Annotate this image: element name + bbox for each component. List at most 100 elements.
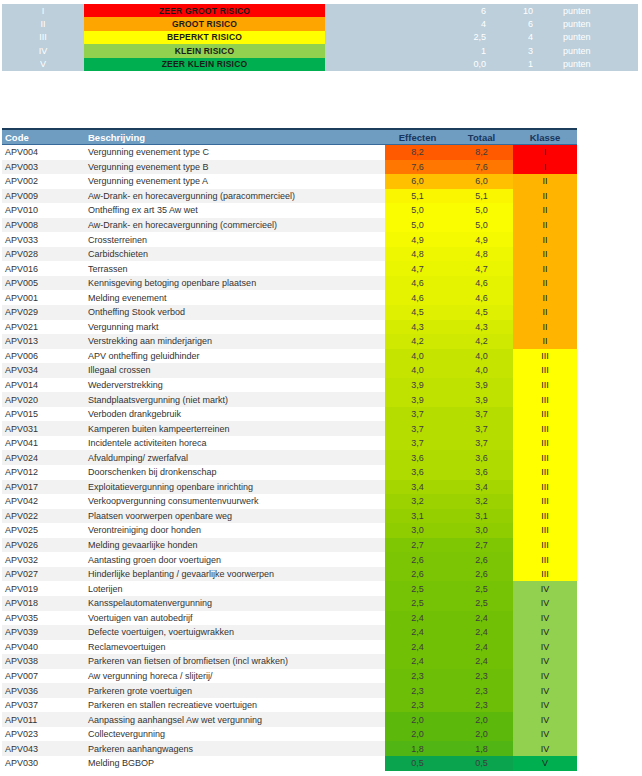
table-row: APV001 Melding evenement 4,6 4,6 II	[2, 290, 577, 305]
cell-totaal: 4,0	[450, 349, 513, 364]
cell-beschrijving: Parkeren aanhangwagens	[88, 741, 385, 756]
cell-effecten: 4,2	[385, 334, 450, 349]
legend-risk-band: BEPERKT RISICO	[84, 31, 325, 44]
legend-row: III BEPERKT RISICO 2,5 4 punten	[2, 31, 638, 44]
cell-klasse: IV	[513, 727, 577, 742]
cell-beschrijving: Parkeren grote voertuigen	[88, 683, 385, 698]
cell-beschrijving: Kamperen buiten kampeerterreinen	[88, 421, 385, 436]
cell-code: APV002	[2, 174, 88, 189]
cell-beschrijving: Verontreiniging door honden	[88, 523, 385, 538]
cell-effecten: 2,7	[385, 538, 450, 553]
cell-klasse: IV	[513, 712, 577, 727]
cell-klasse: III	[513, 523, 577, 538]
cell-totaal: 2,4	[450, 611, 513, 626]
table-row: APV009 Aw-Drank- en horecavergunning (pa…	[2, 189, 577, 204]
cell-beschrijving: Aw-Drank- en horecavergunning (paracomme…	[88, 189, 385, 204]
legend-risk-band: GROOT RISICO	[84, 17, 325, 30]
cell-code: APV020	[2, 392, 88, 407]
cell-klasse: II	[513, 276, 577, 291]
cell-effecten: 2,6	[385, 552, 450, 567]
cell-code: APV030	[2, 756, 88, 771]
legend-points-unit: punten	[533, 44, 591, 57]
cell-klasse: IV	[513, 683, 577, 698]
cell-effecten: 4,6	[385, 276, 450, 291]
cell-klasse: III	[513, 421, 577, 436]
cell-beschrijving: Melding BGBOP	[88, 756, 385, 771]
cell-effecten: 2,4	[385, 654, 450, 669]
cell-totaal: 2,3	[450, 698, 513, 713]
cell-klasse: II	[513, 232, 577, 247]
header-effecten: Effecten	[385, 132, 450, 143]
table-row: APV012 Doorschenken bij dronkenschap 3,6…	[2, 465, 577, 480]
table-row: APV033 Crossterreinen 4,9 4,9 II	[2, 232, 577, 247]
cell-effecten: 4,8	[385, 247, 450, 262]
header-klasse: Klasse	[513, 132, 577, 143]
cell-effecten: 2,5	[385, 596, 450, 611]
cell-code: APV004	[2, 145, 88, 160]
legend-points-to: 10	[486, 4, 533, 17]
cell-effecten: 4,9	[385, 232, 450, 247]
legend-row: IV KLEIN RISICO 1 3 punten	[2, 44, 638, 57]
cell-totaal: 2,5	[450, 596, 513, 611]
cell-code: APV028	[2, 247, 88, 262]
cell-beschrijving: Vergunning evenement type A	[88, 174, 385, 189]
cell-code: APV032	[2, 552, 88, 567]
cell-code: APV019	[2, 581, 88, 596]
cell-totaal: 6,0	[450, 174, 513, 189]
cell-code: APV013	[2, 334, 88, 349]
cell-effecten: 4,7	[385, 261, 450, 276]
cell-klasse: III	[513, 378, 577, 393]
cell-code: APV018	[2, 596, 88, 611]
cell-klasse: IV	[513, 640, 577, 655]
cell-klasse: II	[513, 290, 577, 305]
cell-klasse: III	[513, 567, 577, 582]
cell-code: APV027	[2, 567, 88, 582]
cell-klasse: II	[513, 334, 577, 349]
cell-beschrijving: APV ontheffing geluidhinder	[88, 349, 385, 364]
cell-effecten: 5,0	[385, 218, 450, 233]
cell-effecten: 8,2	[385, 145, 450, 160]
cell-effecten: 2,5	[385, 581, 450, 596]
cell-effecten: 3,4	[385, 480, 450, 495]
legend-class-numeral: V	[2, 58, 84, 71]
table-row: APV034 Illegaal crossen 4,0 4,0 III	[2, 363, 577, 378]
cell-code: APV023	[2, 727, 88, 742]
cell-klasse: IV	[513, 741, 577, 756]
table-row: APV029 Ontheffing Stook verbod 4,5 4,5 I…	[2, 305, 577, 320]
table-row: APV003 Vergunning evenement type B 7,6 7…	[2, 160, 577, 175]
table-row: APV011 Aanpassing aanhangsel Aw wet verg…	[2, 712, 577, 727]
header-beschrijving: Beschrijving	[88, 132, 385, 143]
cell-effecten: 3,6	[385, 450, 450, 465]
table-row: APV042 Verkoopvergunning consumentenvuur…	[2, 494, 577, 509]
cell-beschrijving: Wederverstrekking	[88, 378, 385, 393]
cell-beschrijving: Parkeren van fietsen of bromfietsen (inc…	[88, 654, 385, 669]
cell-code: APV040	[2, 640, 88, 655]
cell-totaal: 3,9	[450, 378, 513, 393]
cell-totaal: 1,8	[450, 741, 513, 756]
risk-matrix-page: I ZEER GROOT RISICO 6 10 punten II GROOT…	[0, 0, 642, 776]
cell-klasse: III	[513, 480, 577, 495]
table-row: APV039 Defecte voertuigen, voertuigwrakk…	[2, 625, 577, 640]
cell-effecten: 3,9	[385, 392, 450, 407]
cell-beschrijving: Collectevergunning	[88, 727, 385, 742]
cell-totaal: 4,6	[450, 290, 513, 305]
cell-effecten: 0,5	[385, 756, 450, 771]
cell-effecten: 2,3	[385, 698, 450, 713]
cell-effecten: 2,6	[385, 567, 450, 582]
cell-effecten: 4,3	[385, 320, 450, 335]
legend-risk-band: ZEER KLEIN RISICO	[84, 58, 325, 71]
cell-effecten: 4,0	[385, 349, 450, 364]
table-row: APV010 Ontheffing ex art 35 Aw wet 5,0 5…	[2, 203, 577, 218]
cell-effecten: 3,7	[385, 436, 450, 451]
cell-code: APV026	[2, 538, 88, 553]
cell-klasse: IV	[513, 669, 577, 684]
cell-effecten: 3,7	[385, 421, 450, 436]
cell-code: APV016	[2, 261, 88, 276]
cell-code: APV022	[2, 509, 88, 524]
cell-totaal: 2,4	[450, 640, 513, 655]
cell-klasse: II	[513, 203, 577, 218]
cell-effecten: 2,3	[385, 669, 450, 684]
cell-beschrijving: Verkoopvergunning consumentenvuurwerk	[88, 494, 385, 509]
cell-beschrijving: Aanpassing aanhangsel Aw wet vergunning	[88, 712, 385, 727]
cell-totaal: 3,1	[450, 509, 513, 524]
